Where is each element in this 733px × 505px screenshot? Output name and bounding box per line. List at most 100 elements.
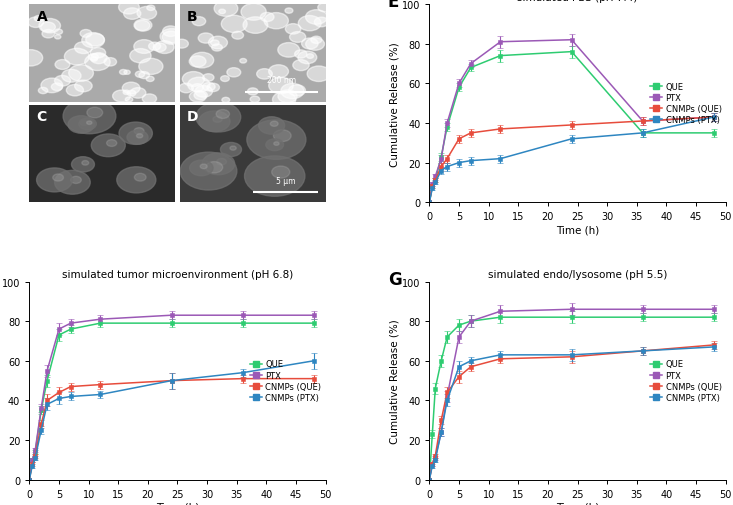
Circle shape: [199, 112, 230, 132]
Circle shape: [285, 25, 301, 35]
Circle shape: [183, 72, 205, 87]
Circle shape: [206, 162, 223, 174]
Circle shape: [212, 45, 222, 52]
Circle shape: [119, 123, 152, 145]
Legend: QUE, PTX, CNMPs (QUE), CNMPs (PTX): QUE, PTX, CNMPs (QUE), CNMPs (PTX): [647, 357, 725, 406]
Circle shape: [163, 27, 178, 37]
Circle shape: [155, 41, 174, 55]
Circle shape: [128, 91, 136, 97]
Circle shape: [39, 19, 61, 34]
Circle shape: [221, 77, 229, 82]
Circle shape: [134, 40, 155, 54]
Circle shape: [218, 10, 226, 15]
Circle shape: [82, 161, 89, 166]
Circle shape: [85, 55, 110, 71]
Circle shape: [54, 36, 61, 40]
Title: simulated PBS (pH 7.4): simulated PBS (pH 7.4): [517, 0, 638, 3]
Circle shape: [247, 121, 306, 160]
Circle shape: [269, 78, 293, 94]
Circle shape: [69, 66, 93, 82]
Circle shape: [190, 161, 213, 176]
Circle shape: [91, 58, 97, 62]
Circle shape: [54, 30, 62, 35]
Circle shape: [78, 119, 96, 130]
Circle shape: [311, 37, 322, 44]
Circle shape: [298, 52, 317, 65]
Circle shape: [135, 21, 150, 31]
Circle shape: [214, 2, 237, 17]
Circle shape: [301, 39, 318, 50]
Circle shape: [51, 84, 62, 91]
Circle shape: [90, 48, 106, 59]
Circle shape: [232, 32, 243, 40]
Circle shape: [260, 14, 274, 23]
Text: 5 μm: 5 μm: [276, 176, 295, 185]
Circle shape: [240, 60, 246, 64]
Circle shape: [250, 97, 259, 103]
Circle shape: [130, 49, 151, 64]
Circle shape: [53, 175, 64, 182]
Text: 200 nm: 200 nm: [268, 76, 296, 85]
Circle shape: [269, 66, 289, 79]
Circle shape: [124, 9, 141, 20]
Text: E: E: [388, 0, 399, 11]
Circle shape: [41, 23, 56, 33]
Circle shape: [89, 55, 98, 61]
Circle shape: [270, 122, 278, 127]
Circle shape: [70, 177, 81, 184]
Circle shape: [243, 18, 268, 34]
Circle shape: [306, 55, 314, 59]
Circle shape: [72, 158, 95, 173]
Circle shape: [125, 98, 133, 103]
Title: simulated endo/lysosome (pH 5.5): simulated endo/lysosome (pH 5.5): [488, 270, 667, 280]
Circle shape: [202, 83, 215, 92]
Circle shape: [117, 168, 156, 193]
Circle shape: [54, 171, 90, 195]
Circle shape: [222, 98, 229, 104]
Circle shape: [200, 165, 207, 169]
Circle shape: [146, 77, 154, 82]
Circle shape: [217, 159, 226, 166]
Circle shape: [66, 85, 84, 97]
Circle shape: [195, 86, 213, 98]
Circle shape: [188, 78, 210, 93]
Circle shape: [292, 61, 309, 72]
Circle shape: [160, 30, 183, 45]
Circle shape: [86, 34, 104, 47]
Circle shape: [306, 38, 325, 51]
Circle shape: [221, 16, 247, 33]
Circle shape: [266, 139, 284, 152]
Circle shape: [142, 95, 157, 104]
Circle shape: [189, 92, 206, 103]
Circle shape: [147, 6, 155, 12]
Circle shape: [194, 91, 207, 100]
Circle shape: [314, 18, 328, 28]
Circle shape: [230, 146, 236, 151]
Text: A: A: [37, 10, 48, 24]
Circle shape: [63, 99, 116, 134]
Y-axis label: Cumulative Release (%): Cumulative Release (%): [389, 42, 399, 166]
Circle shape: [210, 41, 219, 46]
Circle shape: [318, 4, 331, 13]
Circle shape: [207, 84, 219, 92]
Circle shape: [92, 135, 125, 158]
Circle shape: [139, 72, 150, 79]
Circle shape: [90, 54, 107, 65]
Circle shape: [248, 89, 258, 96]
Circle shape: [28, 18, 43, 28]
Text: B: B: [187, 10, 198, 24]
Circle shape: [18, 50, 43, 67]
Circle shape: [137, 8, 157, 21]
Circle shape: [307, 67, 331, 82]
Circle shape: [134, 174, 146, 182]
Circle shape: [136, 134, 143, 139]
Circle shape: [259, 118, 284, 135]
Circle shape: [191, 84, 203, 92]
Circle shape: [80, 30, 92, 38]
Circle shape: [175, 40, 188, 49]
Circle shape: [122, 83, 140, 95]
Circle shape: [227, 69, 240, 78]
Circle shape: [285, 9, 293, 14]
Circle shape: [139, 59, 163, 75]
Circle shape: [75, 42, 92, 55]
